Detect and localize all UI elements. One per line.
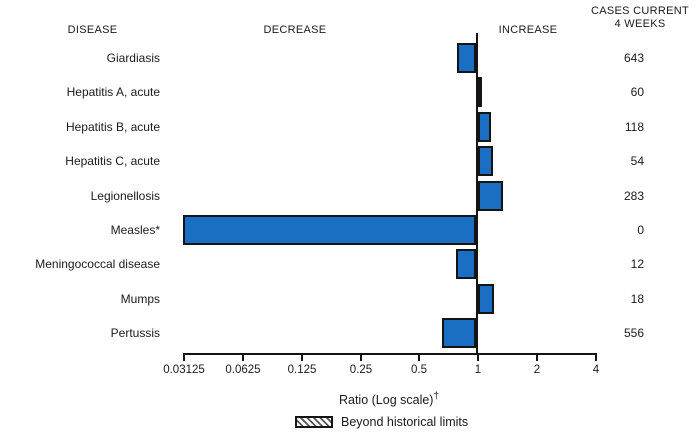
cases-value: 643 (623, 51, 644, 65)
column-header-decrease: DECREASE (263, 24, 327, 36)
cases-value: 283 (623, 189, 644, 203)
x-axis-line (183, 353, 597, 355)
x-axis-tick-label: 2 (533, 364, 541, 376)
baseline-reference-line (476, 33, 478, 353)
x-axis-title-dagger: † (433, 391, 440, 402)
x-axis-tick (477, 353, 479, 361)
column-header-cases: CASES CURRENT 4 WEEKS (585, 5, 695, 31)
cases-value: 60 (630, 85, 644, 99)
legend: Beyond historical limits (295, 415, 468, 429)
x-axis-tick (360, 353, 362, 361)
x-axis-tick-label: 0.25 (349, 364, 373, 376)
x-axis-tick-label: 0.03125 (163, 364, 205, 376)
ratio-bar (478, 181, 503, 211)
column-header-cases-line2: 4 WEEKS (614, 18, 666, 30)
cases-value: 118 (624, 120, 644, 134)
disease-label: Hepatitis B, acute (65, 120, 160, 134)
ratio-bar (478, 77, 482, 107)
ratio-bar (478, 146, 493, 176)
ratio-bar (478, 284, 494, 314)
ratio-bar (456, 249, 476, 279)
x-axis-tick-label: 0.5 (411, 364, 427, 376)
column-header-increase: INCREASE (498, 24, 558, 36)
x-axis-tick-label: 0.125 (287, 364, 317, 376)
ratio-bar (183, 215, 476, 245)
cases-value: 18 (630, 292, 644, 306)
column-header-cases-line1: CASES CURRENT (590, 5, 690, 17)
disease-label: Measles* (110, 223, 160, 237)
x-axis-tick (536, 353, 538, 361)
x-axis-tick (183, 353, 185, 361)
disease-label: Hepatitis A, acute (66, 85, 160, 99)
x-axis-tick-label: 4 (592, 364, 600, 376)
x-axis-title-text: Ratio (Log scale) (338, 393, 434, 408)
disease-label: Giardiasis (106, 51, 160, 65)
ratio-bar (457, 43, 476, 73)
x-axis-tick (301, 353, 303, 361)
cases-value: 0 (637, 223, 644, 237)
x-axis-tick (242, 353, 244, 361)
beyond-historical-limits-hatch-swatch (295, 416, 333, 428)
disease-label: Pertussis (110, 326, 160, 340)
x-axis-title: Ratio (Log scale)† (183, 391, 595, 407)
legend-label: Beyond historical limits (341, 415, 469, 429)
cases-value: 556 (623, 326, 644, 340)
ratio-bar (478, 112, 491, 142)
disease-label: Hepatitis C, acute (65, 154, 160, 168)
disease-label: Mumps (120, 292, 160, 306)
disease-label: Legionellosis (90, 189, 160, 203)
cases-value: 12 (630, 257, 644, 271)
x-axis-tick (418, 353, 420, 361)
x-axis-tick-label: 0.0625 (225, 364, 261, 376)
cases-value: 54 (630, 154, 644, 168)
disease-label: Meningococcal disease (35, 257, 160, 271)
ratio-bar (442, 318, 476, 348)
column-header-disease: DISEASE (67, 24, 118, 36)
x-axis-tick-label: 1 (474, 364, 482, 376)
x-axis-tick (595, 353, 597, 361)
